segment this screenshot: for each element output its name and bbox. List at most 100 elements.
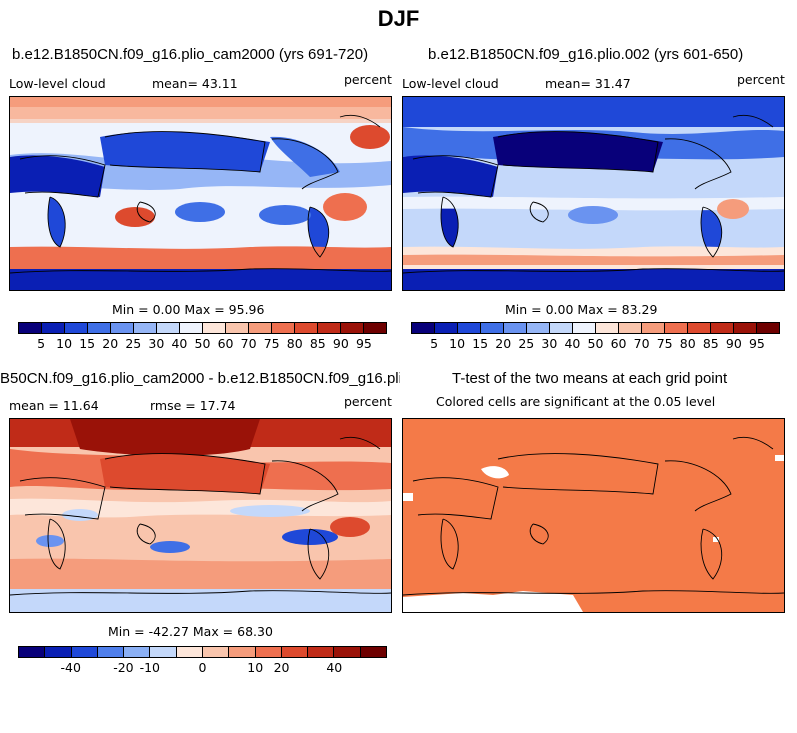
panel2-colorbar-tick-label: 25 [518,336,535,351]
panel3-colorbar-swatch [229,647,256,657]
panel3-map-svg [10,419,391,612]
panel2-colorbar-tick-label: 50 [587,336,604,351]
panel4-map-svg [403,419,784,612]
panel3-map [9,418,392,613]
panel3-colorbar-swatch [150,647,177,657]
panel2-colorbar-tick-label: 75 [656,336,673,351]
panel1-colorbar-swatch [318,323,341,333]
panel2-colorbar-swatch [688,323,711,333]
panel3-colorbar [18,646,387,658]
panel2-colorbar-swatch [596,323,619,333]
panel2-colorbar-swatch [412,323,435,333]
panel1-colorbar-swatch [134,323,157,333]
panel2-colorbar-tick-label: 60 [610,336,627,351]
panel2-colorbar-swatch [504,323,527,333]
panel1-colorbar-tick-label: 25 [125,336,142,351]
panel2-colorbar-tick-label: 85 [702,336,719,351]
panel1-colorbar-tick-label: 75 [263,336,280,351]
panel2-colorbar-swatch [573,323,596,333]
panel1-variable-label: Low-level cloud [9,76,106,91]
panel1-colorbar-swatch [364,323,386,333]
panel1-colorbar [18,322,387,334]
panel3-mean: mean = 11.64 [9,398,99,413]
panel4-subtitle: Colored cells are significant at the 0.0… [436,394,716,409]
panel1-colorbar-tick-label: 80 [286,336,303,351]
panel3-title: B50CN.f09_g16.plio_cam2000 - b.e12.B1850… [0,370,400,387]
panel2-colorbar-swatch [665,323,688,333]
panel1-colorbar-swatch [295,323,318,333]
panel1-colorbar-swatch [180,323,203,333]
panel1-colorbar-swatch [226,323,249,333]
panel1-colorbar-tick-label: 30 [148,336,165,351]
panel3-colorbar-tick-label: 20 [273,660,290,675]
panel3-colorbar-tick-label: -10 [139,660,160,675]
panel2-colorbar-tick-label: 95 [748,336,765,351]
panel1-colorbar-swatch [341,323,364,333]
panel4-map [402,418,785,613]
panel1-mean: mean= 43.11 [152,76,238,91]
panel2-colorbar-tick-label: 40 [564,336,581,351]
panel1-colorbar-tick-label: 95 [355,336,372,351]
panel2-mean: mean= 31.47 [545,76,631,91]
panel2-colorbar-swatch [757,323,779,333]
panel2-colorbar-tick-label: 15 [472,336,489,351]
panel1-colorbar-swatch [272,323,295,333]
panel3-colorbar-swatch [281,647,309,657]
panel3-colorbar-swatch [19,647,46,657]
panel1-colorbar-tick-label: 15 [79,336,96,351]
panel2-colorbar-tick-label: 10 [449,336,466,351]
panel1-colorbar-tick-label: 10 [56,336,73,351]
panel4-title: T-test of the two means at each grid poi… [452,370,728,387]
panel1-colorbar-swatch [157,323,180,333]
panel3-colorbar-tick-label: -40 [60,660,81,675]
panel3-rmse: rmse = 17.74 [150,398,236,413]
panel1-map-svg [10,97,391,290]
panel1-colorbar-swatch [19,323,42,333]
panel2-variable-label: Low-level cloud [402,76,499,91]
panel1-colorbar-tick-label: 5 [37,336,46,351]
figure-title: DJF [377,6,420,31]
panel1-colorbar-tick-label: 50 [194,336,211,351]
panel2-colorbar [411,322,780,334]
panel2-colorbar-swatch [711,323,734,333]
panel2-unit: percent [737,72,785,87]
panel2-map-svg [403,97,784,290]
panel1-colorbar-tick-label: 70 [240,336,257,351]
panel3-colorbar-swatch [176,647,203,657]
panel1-map [9,96,392,291]
panel2-colorbar-swatch [481,323,504,333]
panel2-colorbar-swatch [550,323,573,333]
panel2-colorbar-swatch [527,323,550,333]
panel1-colorbar-tick-label: 85 [309,336,326,351]
panel2-colorbar-tick-label: 70 [633,336,650,351]
panel2-minmax: Min = 0.00 Max = 83.29 [505,302,658,317]
panel2-colorbar-swatch [734,323,757,333]
panel3-colorbar-ticks: -40 -20 -10 0 10 20 40 [18,660,385,676]
panel1-colorbar-tick-label: 60 [217,336,234,351]
panel2-colorbar-tick-label: 80 [679,336,696,351]
panel2-colorbar-tick-label: 90 [725,336,742,351]
panel1-minmax: Min = 0.00 Max = 95.96 [112,302,265,317]
panel2-colorbar-swatch [458,323,481,333]
panel2-title: b.e12.B1850CN.f09_g16.plio.002 (yrs 601-… [428,46,744,63]
panel2-map [402,96,785,291]
panel3-colorbar-swatch [360,647,386,657]
panel2-colorbar-swatch [619,323,642,333]
panel3-minmax: Min = -42.27 Max = 68.30 [108,624,273,639]
panel2-colorbar-swatch [435,323,458,333]
panel1-colorbar-tick-label: 90 [332,336,349,351]
panel2-colorbar-ticks: 5 10 15 20 25 30 40 50 60 70 75 80 85 90 95 [411,336,778,352]
panel3-colorbar-swatch [45,647,72,657]
panel1-colorbar-swatch [88,323,111,333]
panel1-colorbar-swatch [65,323,88,333]
panel2-colorbar-swatch [642,323,665,333]
panel3-colorbar-swatch [97,647,125,657]
panel3-colorbar-swatch [202,647,230,657]
panel2-colorbar-tick-label: 30 [541,336,558,351]
panel3-colorbar-swatch [308,647,335,657]
panel1-colorbar-tick-label: 40 [171,336,188,351]
panel1-colorbar-swatch [249,323,272,333]
panel1-colorbar-ticks: 5 10 15 20 25 30 40 50 60 70 75 80 85 90 95 [18,336,385,352]
panel3-colorbar-swatch [71,647,98,657]
panel1-colorbar-tick-label: 20 [102,336,119,351]
